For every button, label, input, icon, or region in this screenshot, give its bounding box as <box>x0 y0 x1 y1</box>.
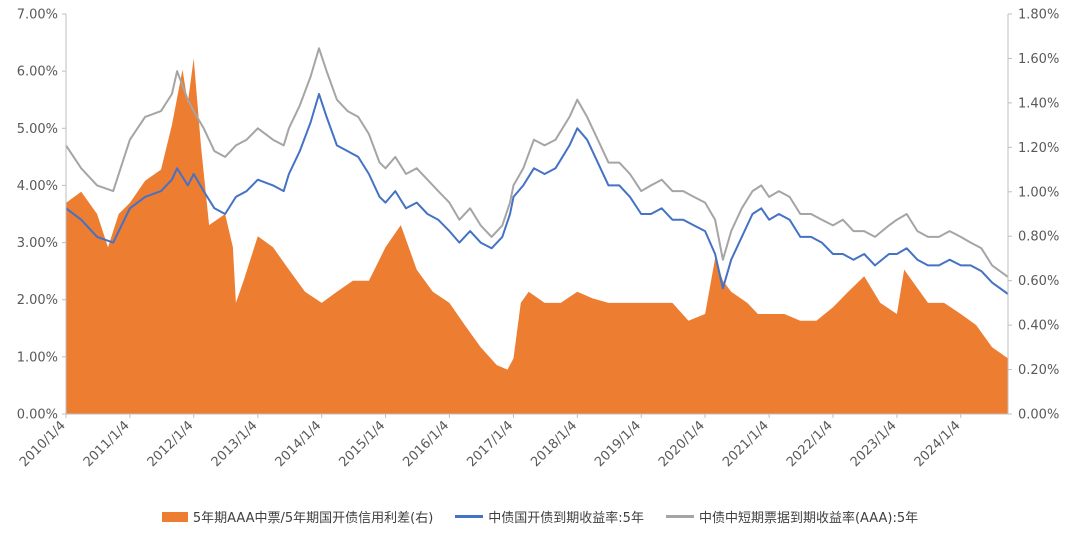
legend-item-cdb-yield[interactable]: 中债国开债到期收益率:5年 <box>455 507 644 526</box>
y-left-tick-label: 1.00% <box>17 350 58 365</box>
x-tick-label: 2023/1/4 <box>848 418 900 470</box>
legend-item-mtn-yield[interactable]: 中债中短期票据到期收益率(AAA):5年 <box>665 507 919 526</box>
y-right-tick-label: 0.20% <box>1018 363 1059 378</box>
x-tick-label: 2016/1/4 <box>400 418 452 470</box>
legend-label-mtn-yield: 中债中短期票据到期收益率(AAA):5年 <box>698 511 919 526</box>
y-right-tick-label: 1.80% <box>1018 8 1059 23</box>
y-right-tick-label: 1.60% <box>1018 52 1059 67</box>
y-right-tick-label: 1.20% <box>1018 141 1059 156</box>
y-left-tick-label: 0.00% <box>17 408 58 423</box>
y-right-tick-label: 0.00% <box>1018 408 1059 423</box>
y-right-tick-label: 1.40% <box>1018 96 1059 111</box>
series-line-2 <box>65 47 1009 278</box>
y-right-tick-label: 0.40% <box>1018 319 1059 334</box>
x-tick-label: 2022/1/4 <box>784 418 836 470</box>
legend-swatch-mtn-yield <box>665 515 694 518</box>
legend-swatch-cdb-yield <box>455 515 484 518</box>
x-tick-label: 2020/1/4 <box>656 418 708 470</box>
x-tick-label: 2012/1/4 <box>145 418 197 470</box>
x-tick-label: 2017/1/4 <box>464 418 516 470</box>
legend-item-spread[interactable]: 5年期AAA中票/5年期国开债信用利差(右) <box>161 507 434 526</box>
x-tick-label: 2018/1/4 <box>528 418 580 470</box>
x-tick-label: 2019/1/4 <box>592 418 644 470</box>
chart-legend: 5年期AAA中票/5年期国开债信用利差(右) 中债国开债到期收益率:5年 中债中… <box>0 507 1080 526</box>
x-tick-label: 2010/1/4 <box>17 418 69 470</box>
y-left-tick-label: 7.00% <box>17 8 58 23</box>
y-right-tick-label: 0.80% <box>1018 230 1059 245</box>
legend-swatch-spread <box>161 511 188 522</box>
y-left-tick-label: 4.00% <box>17 179 58 194</box>
series-line-1 <box>65 93 1009 295</box>
y-left-tick-label: 6.00% <box>17 65 58 80</box>
y-left-tick-label: 2.00% <box>17 293 58 308</box>
x-tick-label: 2014/1/4 <box>273 418 325 470</box>
x-tick-label: 2021/1/4 <box>720 418 772 470</box>
x-tick-label: 2024/1/4 <box>912 418 964 470</box>
x-tick-label: 2015/1/4 <box>336 418 388 470</box>
series-area-0 <box>66 58 1008 415</box>
legend-label-cdb-yield: 中债国开债到期收益率:5年 <box>488 511 644 526</box>
x-tick-label: 2011/1/4 <box>81 418 133 470</box>
y-right-tick-label: 1.00% <box>1018 185 1059 200</box>
y-right-tick-label: 0.60% <box>1018 274 1059 289</box>
y-left-tick-label: 5.00% <box>17 122 58 137</box>
legend-label-spread: 5年期AAA中票/5年期国开债信用利差(右) <box>192 511 434 526</box>
x-tick-label: 2013/1/4 <box>209 418 261 470</box>
y-left-tick-label: 3.00% <box>17 236 58 251</box>
